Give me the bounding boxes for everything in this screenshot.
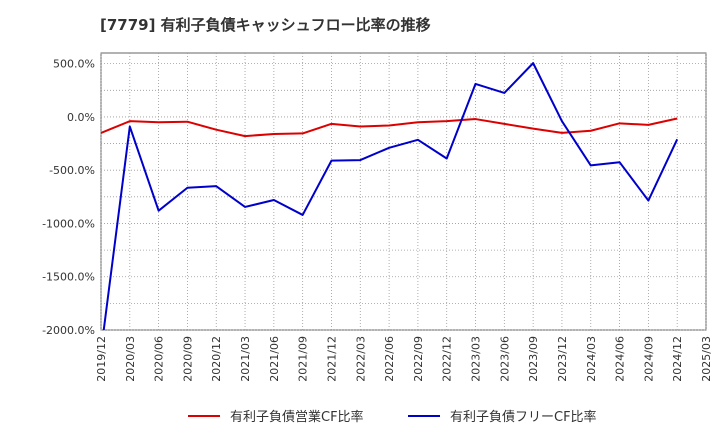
legend: 有利子負債営業CF比率 有利子負債フリーCF比率: [188, 409, 597, 425]
x-tick-label: 2021/06: [268, 336, 281, 382]
plot-area: [100, 52, 707, 331]
chart-title: [7779] 有利子負債キャッシュフロー比率の推移: [100, 16, 431, 34]
legend-label: 有利子負債フリーCF比率: [450, 409, 597, 425]
x-tick-label: 2024/12: [671, 336, 684, 382]
legend-label: 有利子負債営業CF比率: [230, 409, 364, 425]
x-tick-label: 2023/06: [498, 336, 511, 382]
x-tick-label: 2020/06: [153, 336, 166, 382]
x-axis-ticks: 2019/12 2020/03 2020/06 2020/09 2020/12 2021/…: [95, 336, 713, 382]
x-tick-label: 2024/06: [614, 336, 627, 382]
x-tick-label: 2022/09: [412, 336, 425, 382]
x-tick-label: 2020/09: [181, 336, 194, 382]
x-tick-label: 2021/12: [325, 336, 338, 382]
x-tick-label: 2023/09: [527, 336, 540, 382]
y-tick-label: 0.0%: [67, 111, 95, 124]
x-tick-label: 2021/03: [239, 336, 252, 382]
grid-lines: [100, 53, 707, 331]
y-tick-label: -500.0%: [49, 164, 95, 177]
x-tick-label: 2019/12: [95, 336, 108, 382]
x-tick-label: 2022/12: [441, 336, 454, 382]
x-tick-label: 2022/03: [354, 336, 367, 382]
x-tick-label: 2020/03: [124, 336, 137, 382]
x-tick-label: 2023/12: [556, 336, 569, 382]
y-tick-label: -1000.0%: [42, 217, 95, 230]
x-tick-label: 2024/09: [642, 336, 655, 382]
y-tick-label: -2000.0%: [42, 324, 95, 337]
x-tick-label: 2025/03: [700, 336, 713, 382]
x-tick-label: 2020/12: [210, 336, 223, 382]
x-tick-label: 2022/06: [383, 336, 396, 382]
y-tick-label: 500.0%: [53, 58, 95, 71]
x-tick-label: 2024/03: [585, 336, 598, 382]
y-axis-ticks: 500.0% 0.0% -500.0% -1000.0% -1500.0% -2000.0…: [42, 58, 95, 337]
x-tick-label: 2021/09: [297, 336, 310, 382]
x-tick-label: 2023/03: [470, 336, 483, 382]
y-tick-label: -1500.0%: [42, 271, 95, 284]
series-lines: [101, 62, 679, 330]
